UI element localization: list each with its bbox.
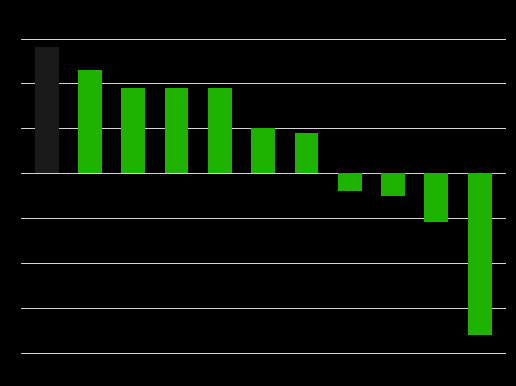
Bar [468,173,492,335]
Bar [121,88,145,173]
Bar [338,173,362,191]
Bar [425,173,448,222]
Bar [208,88,232,173]
Bar [381,173,405,196]
Bar [251,128,275,173]
Bar [35,47,58,173]
Bar [78,70,102,173]
Bar [165,88,188,173]
Bar [295,133,318,173]
